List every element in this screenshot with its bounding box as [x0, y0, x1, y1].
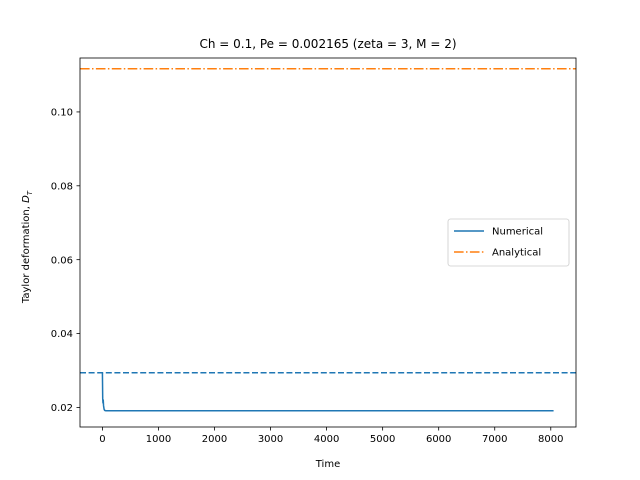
x-tick-label-0: 0 [99, 434, 105, 445]
series-group [80, 67, 576, 412]
x-tick-label-4000: 4000 [314, 434, 339, 445]
x-tick-label-1000: 1000 [146, 434, 171, 445]
x-tick-label-3000: 3000 [258, 434, 283, 445]
chart-title: Ch = 0.1, Pe = 0.002165 (zeta = 3, M = 2… [199, 37, 456, 51]
x-tick-label-7000: 7000 [482, 434, 507, 445]
y-tick-label-4: 0.10 [51, 108, 73, 119]
x-axis-label: Time [315, 459, 340, 470]
x-tick-label-2000: 2000 [202, 434, 227, 445]
plot-area: 0 1000 2000 3000 4000 5000 6000 7000 8000 0.02 0.0… [51, 57, 577, 445]
y-axis-label-subscript: T [26, 190, 34, 195]
y-axis-label: Taylor deformation, DT [21, 190, 34, 304]
x-tick-label-6000: 6000 [426, 434, 451, 445]
legend-label-analytical: Analytical [492, 248, 541, 259]
y-tick-label-1: 0.04 [51, 329, 73, 340]
y-tick-label-3: 0.08 [51, 181, 73, 192]
legend-label-numerical: Numerical [492, 227, 543, 238]
legend: Numerical Analytical [447, 218, 570, 267]
x-tick-label-5000: 5000 [370, 434, 395, 445]
y-axis-label-symbol: D [21, 195, 32, 203]
y-tick-label-0: 0.02 [51, 403, 73, 414]
y-tick-label-2: 0.06 [51, 255, 73, 266]
y-axis-label-text: Taylor deformation, [21, 203, 32, 304]
axes-frame [79, 57, 577, 428]
x-tick-label-8000: 8000 [538, 434, 563, 445]
series-numerical-line [101, 373, 554, 412]
